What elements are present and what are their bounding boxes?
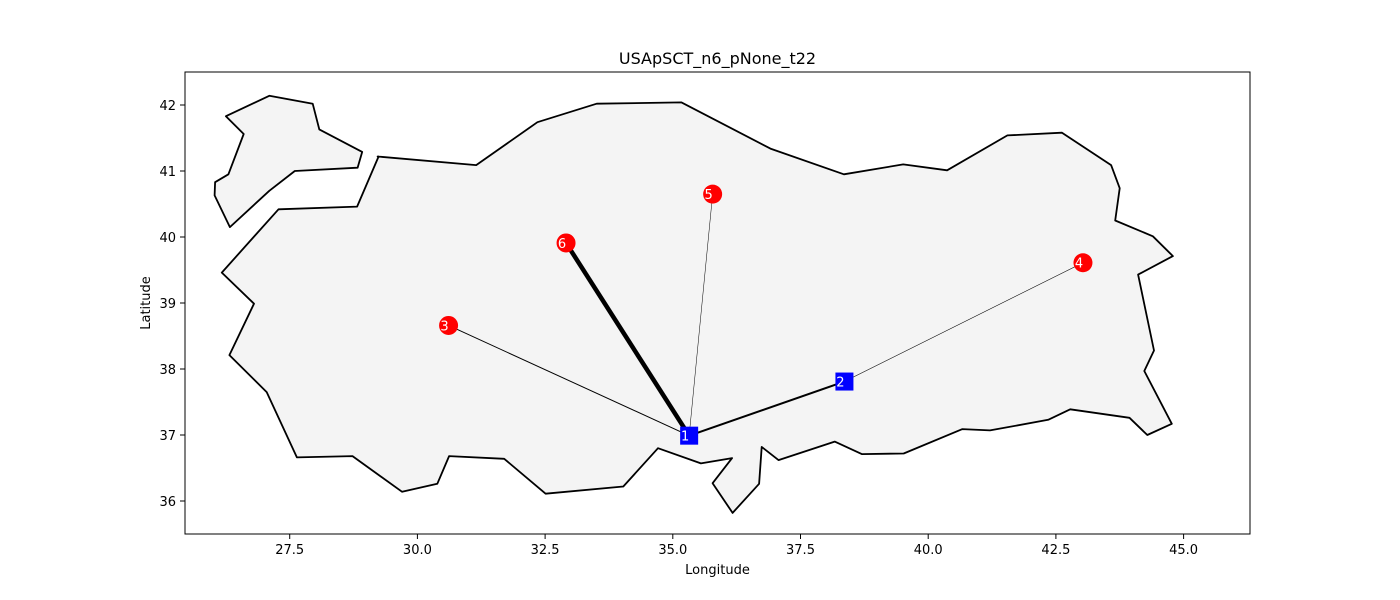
node-label-4: 4 xyxy=(1075,257,1083,272)
chart-title: USApSCT_n6_pNone_t22 xyxy=(619,49,816,69)
y-tick-label: 42 xyxy=(159,99,176,114)
node-label-3: 3 xyxy=(440,319,448,334)
y-tick-label: 40 xyxy=(159,231,176,246)
y-tick-label: 38 xyxy=(159,363,176,378)
node-label-6: 6 xyxy=(558,237,566,252)
y-axis-label: Latitude xyxy=(139,276,154,330)
node-label-5: 5 xyxy=(705,188,713,203)
x-axis-label: Longitude xyxy=(685,563,750,578)
x-tick-label: 30.0 xyxy=(403,543,432,558)
node-label-1: 1 xyxy=(681,430,689,445)
y-tick-label: 37 xyxy=(159,429,176,444)
y-tick-label: 41 xyxy=(159,165,176,180)
x-tick-label: 27.5 xyxy=(275,543,304,558)
x-tick-label: 37.5 xyxy=(786,543,815,558)
x-tick-label: 35.0 xyxy=(658,543,687,558)
x-tick-label: 42.5 xyxy=(1041,543,1070,558)
y-tick-label: 39 xyxy=(159,297,176,312)
x-tick-label: 45.0 xyxy=(1169,543,1198,558)
node-label-2: 2 xyxy=(836,376,844,391)
x-tick-label: 32.5 xyxy=(531,543,560,558)
y-tick-label: 36 xyxy=(159,495,176,510)
x-tick-label: 40.0 xyxy=(914,543,943,558)
